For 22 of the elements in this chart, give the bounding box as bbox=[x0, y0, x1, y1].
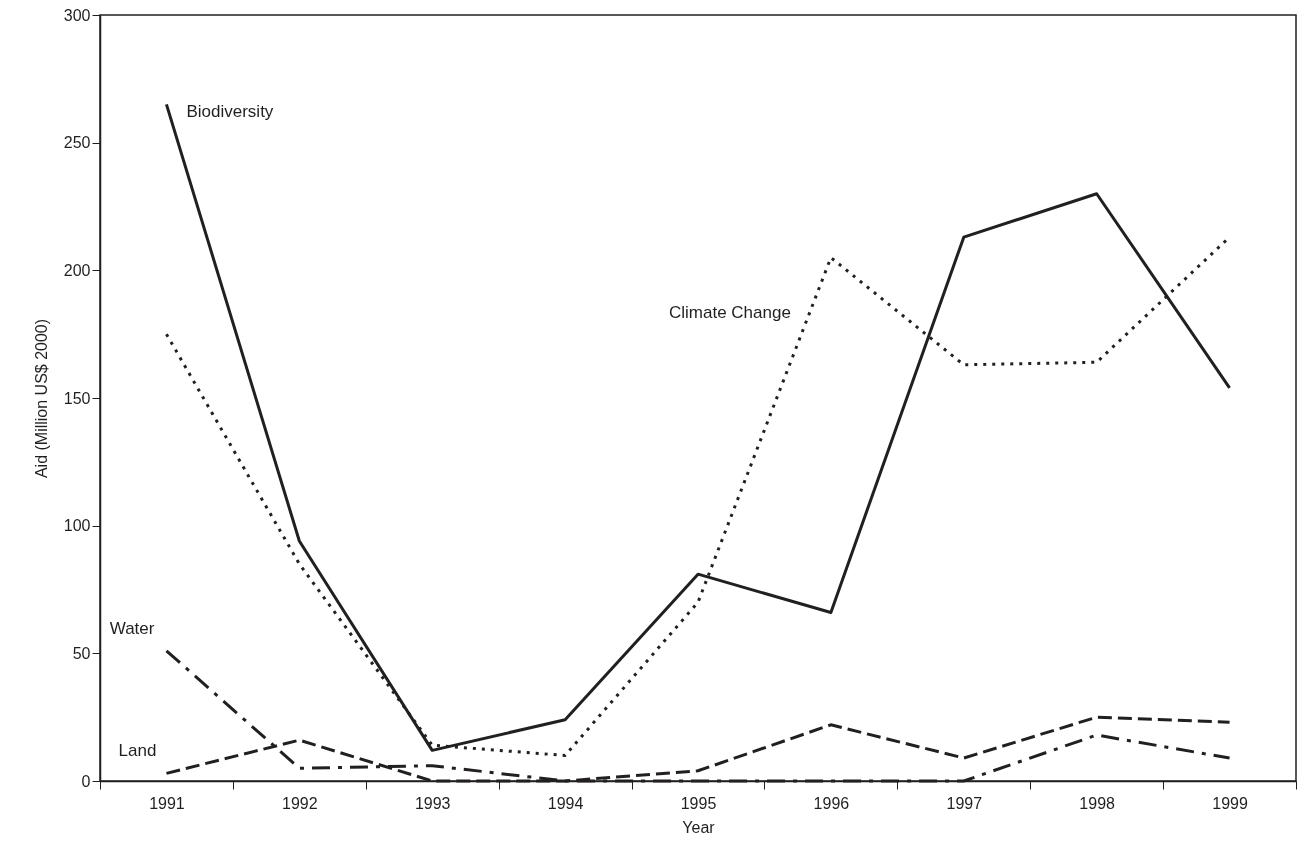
x-tick-label: 1995 bbox=[680, 794, 717, 812]
x-tick-label: 1996 bbox=[813, 794, 850, 812]
y-tick-label: 100 bbox=[63, 517, 91, 535]
x-tick-label: 1991 bbox=[149, 794, 185, 812]
y-tick-label: 50 bbox=[72, 644, 91, 662]
x-tick-label: 1993 bbox=[414, 794, 451, 812]
x-tick-label: 1997 bbox=[946, 794, 983, 812]
y-tick-label: 150 bbox=[63, 389, 91, 407]
y-tick-label: 200 bbox=[63, 261, 91, 279]
x-tick-label: 1992 bbox=[282, 794, 318, 812]
x-tick-label: 1994 bbox=[547, 794, 584, 812]
y-tick-label: 250 bbox=[63, 134, 91, 152]
x-tick-label: 1999 bbox=[1212, 794, 1248, 812]
x-axis-title: Year bbox=[682, 818, 716, 836]
y-tick-label: 0 bbox=[81, 772, 91, 790]
x-tick-label: 1998 bbox=[1079, 794, 1116, 812]
series-label: Climate Change bbox=[668, 302, 791, 322]
series-label: Land bbox=[118, 741, 157, 761]
y-tick-label: 300 bbox=[63, 6, 91, 24]
series-label: Biodiversity bbox=[186, 102, 274, 122]
series-label: Water bbox=[109, 618, 155, 638]
y-axis-title: Aid (Million US$ 2000) bbox=[32, 318, 50, 479]
